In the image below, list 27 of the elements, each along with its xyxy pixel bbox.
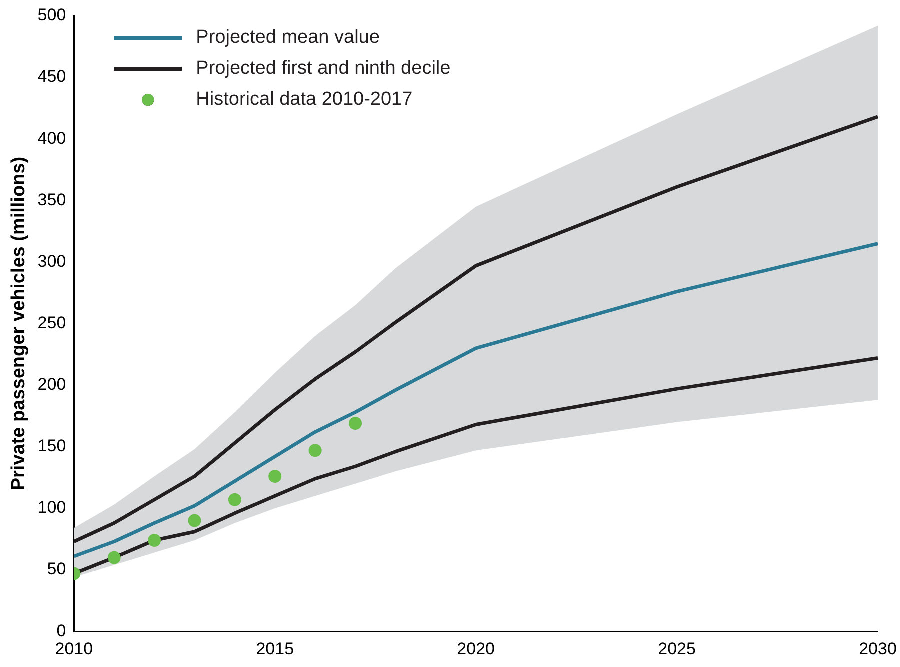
point bbox=[308, 444, 322, 458]
x-tick-label: 2030 bbox=[859, 639, 897, 658]
point bbox=[228, 493, 242, 506]
x-tick-label: 2020 bbox=[457, 639, 495, 658]
y-tick-label: 300 bbox=[38, 252, 66, 271]
y-tick-label: 450 bbox=[38, 67, 66, 86]
y-tick-label: 50 bbox=[47, 560, 66, 579]
point bbox=[188, 514, 202, 528]
x-tick-label: 2015 bbox=[256, 639, 294, 658]
y-tick-label: 250 bbox=[38, 313, 66, 332]
y-tick-label: 0 bbox=[56, 621, 66, 640]
point bbox=[268, 470, 282, 483]
y-tick-label: 200 bbox=[38, 375, 66, 394]
y-tick-label: 500 bbox=[38, 6, 66, 25]
y-tick-label: 150 bbox=[38, 436, 66, 456]
y-tick-label: 350 bbox=[38, 190, 66, 210]
x-tick-label: 2010 bbox=[55, 639, 94, 658]
legend-label: Projected mean value bbox=[196, 27, 380, 48]
y-tick-label: 100 bbox=[38, 498, 66, 518]
legend-label: Historical data 2010-2017 bbox=[196, 89, 413, 110]
point bbox=[148, 534, 162, 547]
y-tick-label: 400 bbox=[38, 128, 66, 148]
y-axis-title: Private passenger vehicles (millions) bbox=[8, 156, 30, 491]
legend-label: Projected first and ninth decile bbox=[196, 58, 451, 80]
point bbox=[108, 551, 121, 564]
point bbox=[349, 417, 362, 430]
x-tick-label: 2025 bbox=[658, 639, 696, 658]
